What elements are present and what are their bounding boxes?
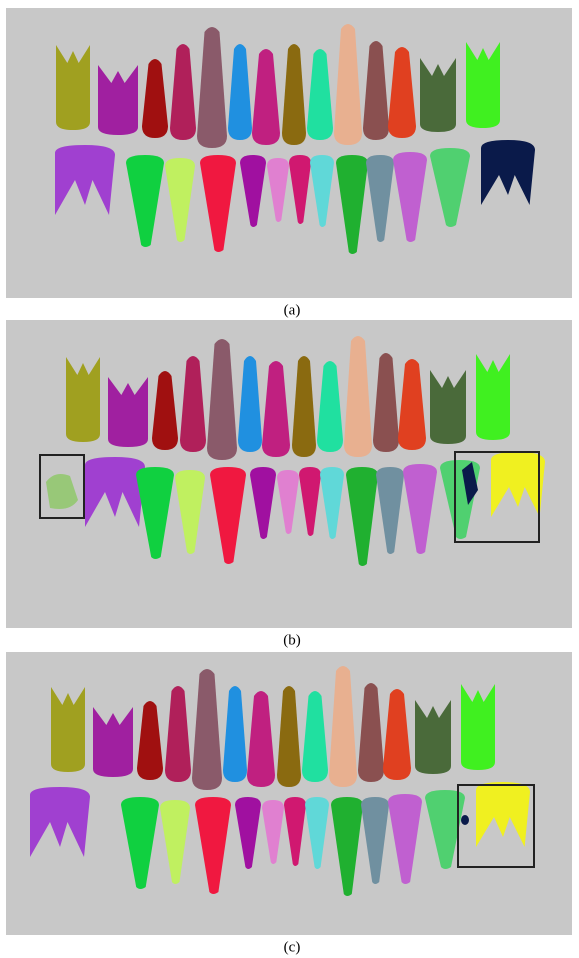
figure: (a) (b) (c)	[0, 0, 579, 958]
tooth	[476, 354, 510, 440]
tooth	[430, 370, 466, 444]
tooth	[420, 58, 456, 132]
tooth	[51, 687, 85, 772]
tooth	[98, 65, 138, 135]
tooth	[415, 700, 451, 774]
caption: (b)	[283, 632, 301, 648]
tooth	[93, 707, 133, 777]
tooth	[461, 684, 495, 770]
tooth-fragment	[461, 815, 469, 825]
caption: (a)	[284, 302, 301, 318]
caption: (c)	[284, 939, 301, 955]
tooth	[56, 45, 90, 130]
tooth	[466, 42, 500, 128]
tooth	[66, 357, 100, 442]
tooth	[108, 377, 148, 447]
page: (a) (b) (c) (() => { const data = JSON.p…	[0, 0, 579, 958]
